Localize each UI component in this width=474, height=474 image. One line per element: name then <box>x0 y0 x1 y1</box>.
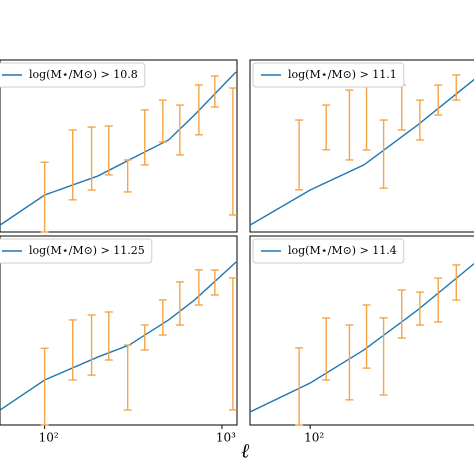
error-bar <box>228 277 237 411</box>
error-bar <box>123 159 132 193</box>
data-line <box>249 262 474 413</box>
error-bar <box>104 125 113 176</box>
error-bar <box>345 324 354 401</box>
panel: log(M⋆/M⊙) > 11.1 <box>249 59 474 233</box>
error-bar <box>68 129 77 201</box>
legend: log(M⋆/M⊙) > 10.8 <box>0 62 146 88</box>
data-line <box>0 261 237 411</box>
error-bar <box>295 347 304 426</box>
legend-label: log(M⋆/M⊙) > 10.8 <box>29 68 138 81</box>
error-bar <box>362 304 371 369</box>
error-bar <box>452 74 461 101</box>
error-bar <box>415 291 424 326</box>
legend: log(M⋆/M⊙) > 11.25 <box>0 238 153 264</box>
error-bar <box>123 344 132 411</box>
error-bar <box>295 119 304 191</box>
error-bar <box>87 126 96 191</box>
error-bar <box>434 84 443 116</box>
error-bar <box>362 79 371 151</box>
panel: 10² log(M⋆/M⊙) > 11.4 <box>249 235 474 445</box>
legend-frame <box>0 62 146 88</box>
legend-label: log(M⋆/M⊙) > 11.4 <box>288 244 397 257</box>
error-bar <box>379 119 388 189</box>
legend-frame <box>252 238 405 264</box>
error-bar <box>158 299 167 336</box>
error-bar <box>87 314 96 376</box>
legend-frame <box>0 238 153 264</box>
error-bar <box>158 99 167 143</box>
error-bar <box>397 289 406 339</box>
error-bar <box>322 317 331 381</box>
error-bar <box>194 84 203 136</box>
legend-label: log(M⋆/M⊙) > 11.1 <box>288 68 397 81</box>
error-bar <box>68 319 77 381</box>
error-bar <box>345 89 354 161</box>
error-bar <box>210 75 219 108</box>
error-bar <box>140 324 149 351</box>
error-bar <box>397 84 406 131</box>
panel: log(M⋆/M⊙) > 10.8 <box>0 59 238 233</box>
error-bar <box>434 277 443 323</box>
x-tick-label: 10² <box>39 431 59 445</box>
panel-frame <box>0 235 238 426</box>
error-bar <box>322 104 331 151</box>
error-bar <box>194 269 203 306</box>
x-tick-label: 10³ <box>216 431 236 445</box>
error-bar <box>452 264 461 301</box>
legend: log(M⋆/M⊙) > 11.4 <box>252 238 405 264</box>
data-line <box>0 71 237 226</box>
error-bar <box>175 281 184 326</box>
panel-frame <box>249 235 474 426</box>
error-bar <box>210 269 219 296</box>
error-bar <box>379 317 388 396</box>
error-bar <box>40 161 49 233</box>
error-bar <box>415 99 424 141</box>
error-bar <box>175 104 184 156</box>
error-bar <box>104 311 113 361</box>
legend-label: log(M⋆/M⊙) > 11.25 <box>29 244 145 257</box>
x-tick-label: 10² <box>304 431 324 445</box>
panel: 10² 10³ log(M⋆/M⊙) > 11.25 <box>0 235 238 445</box>
error-bar <box>228 87 237 216</box>
panel-frame <box>249 59 474 233</box>
error-bar <box>40 347 49 426</box>
panel-frame <box>0 59 238 233</box>
legend: log(M⋆/M⊙) > 11.1 <box>252 62 405 88</box>
error-bar <box>140 109 149 166</box>
legend-frame <box>252 62 405 88</box>
x-axis-label: ℓ <box>241 439 250 463</box>
data-line <box>249 78 474 226</box>
